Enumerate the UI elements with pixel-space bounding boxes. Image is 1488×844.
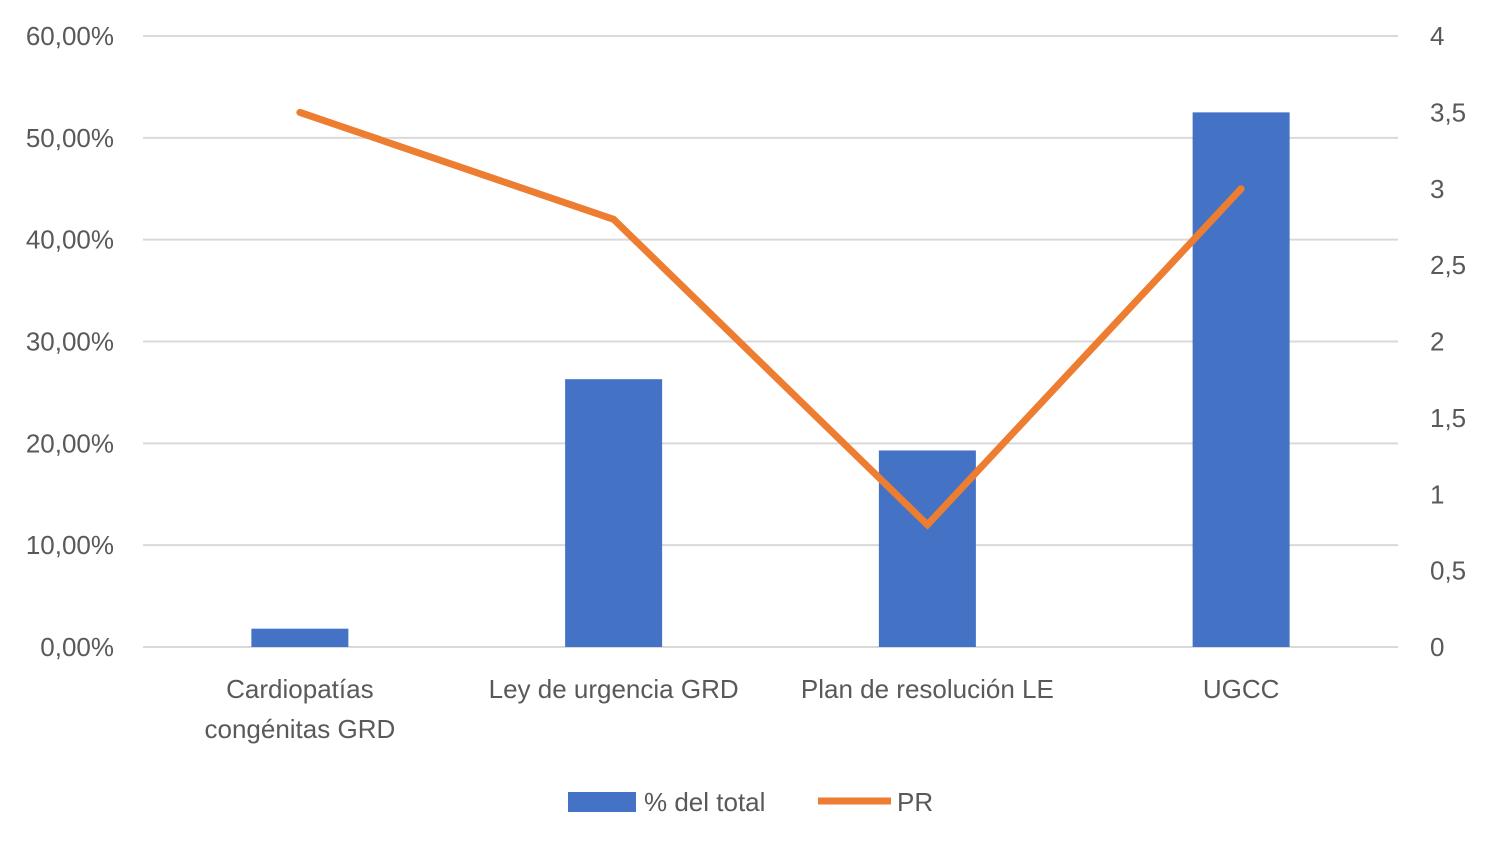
category-label: Ley de urgencia GRD — [489, 674, 739, 704]
right-tick-label: 4 — [1430, 21, 1444, 51]
left-tick-label: 40,00% — [26, 225, 114, 255]
bar-series — [251, 112, 1290, 647]
left-tick-label: 60,00% — [26, 21, 114, 51]
left-tick-label: 10,00% — [26, 530, 114, 560]
category-label-line: Cardiopatías — [226, 674, 373, 704]
right-tick-label: 0 — [1430, 632, 1444, 662]
left-tick-label: 30,00% — [26, 327, 114, 357]
series-line — [296, 108, 1245, 530]
line-series — [296, 108, 1245, 530]
bar — [878, 450, 976, 647]
left-axis-ticks: 0,00% 10,00% 20,00% 30,00% 40,00% 50,00% 60,00… — [26, 21, 114, 662]
bar — [251, 628, 349, 647]
category-label-line: UGCC — [1203, 674, 1280, 704]
category-label: UGCC — [1203, 674, 1280, 704]
left-tick-label: 50,00% — [26, 123, 114, 153]
legend: % del total PR — [568, 787, 933, 817]
right-tick-label: 3,5 — [1430, 97, 1466, 127]
right-tick-label: 0,5 — [1430, 556, 1466, 586]
bar — [565, 379, 663, 647]
category-labels: Cardiopatías congénitas GRD Ley de urgenci… — [204, 674, 1279, 744]
gridlines — [143, 35, 1398, 648]
category-label-line: Ley de urgencia GRD — [489, 674, 739, 704]
bar — [1192, 112, 1290, 647]
category-label-line: congénitas GRD — [204, 714, 395, 744]
left-tick-label: 0,00% — [40, 632, 114, 662]
left-tick-label: 20,00% — [26, 428, 114, 458]
right-tick-label: 2,5 — [1430, 250, 1466, 280]
category-label: Plan de resolución LE — [801, 674, 1054, 704]
right-tick-label: 1 — [1430, 479, 1444, 509]
legend-label-line: PR — [897, 787, 933, 817]
right-tick-label: 1,5 — [1430, 403, 1466, 433]
right-axis-ticks: 0 0,5 1 1,5 2 2,5 3 3,5 4 — [1430, 21, 1466, 662]
right-tick-label: 3 — [1430, 174, 1444, 204]
category-label: Cardiopatías congénitas GRD — [204, 674, 395, 744]
legend-label-bar: % del total — [644, 787, 765, 817]
right-tick-label: 2 — [1430, 327, 1444, 357]
legend-swatch-bar — [568, 792, 636, 812]
category-label-line: Plan de resolución LE — [801, 674, 1054, 704]
